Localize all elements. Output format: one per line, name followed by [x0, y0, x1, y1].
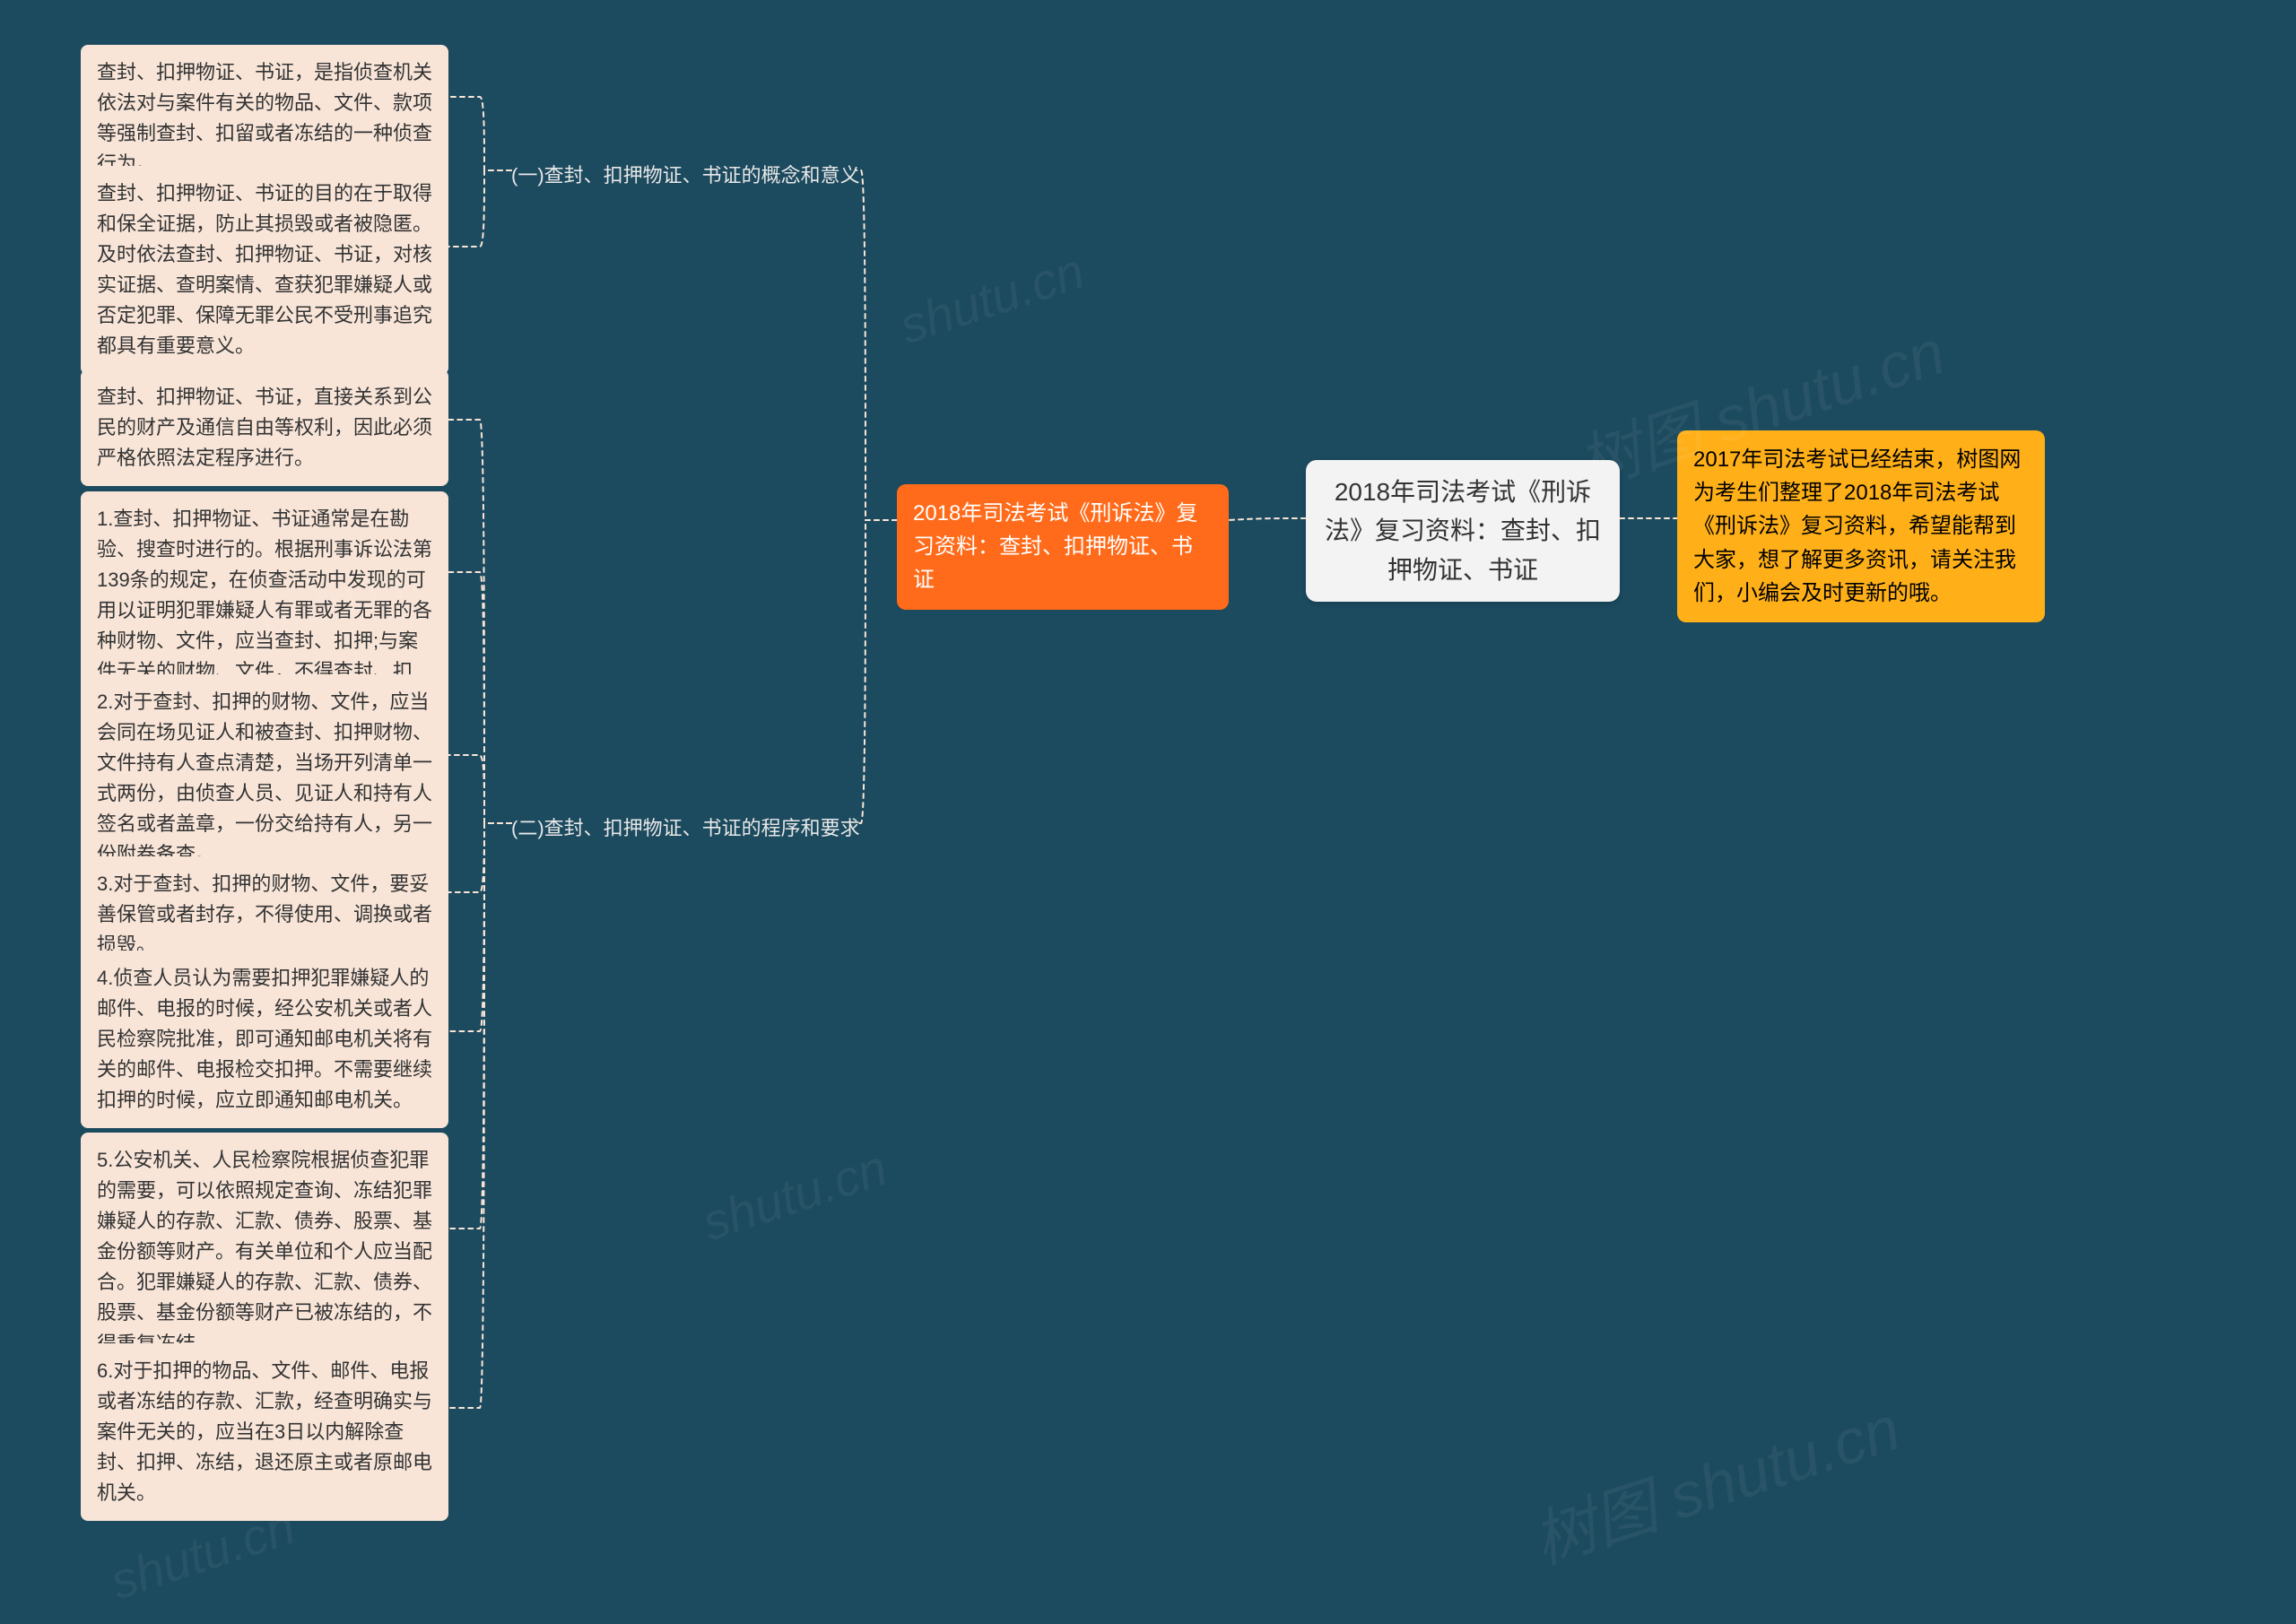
left-branch-node: 2018年司法考试《刑诉法》复习资料：查封、扣押物证、书证 [897, 484, 1229, 610]
leaf-b3: 2.对于查封、扣押的财物、文件，应当会同在场见证人和被查封、扣押财物、文件持有人… [81, 674, 448, 883]
watermark: shutu.cn [892, 241, 1091, 355]
leaf-b6: 5.公安机关、人民检察院根据侦查犯罪的需要，可以依照规定查询、冻结犯罪嫌疑人的存… [81, 1133, 448, 1372]
sublabel-section-a: (一)查封、扣押物证、书证的概念和意义 [511, 160, 860, 188]
leaf-b5: 4.侦查人员认为需要扣押犯罪嫌疑人的邮件、电报的时候，经公安机关或者人民检察院批… [81, 951, 448, 1128]
leaf-b1: 查封、扣押物证、书证，直接关系到公民的财产及通信自由等权利，因此必须严格依照法定… [81, 369, 448, 486]
leaf-a2: 查封、扣押物证、书证的目的在于取得和保全证据，防止其损毁或者被隐匿。及时依法查封… [81, 166, 448, 375]
center-node: 2018年司法考试《刑诉法》复习资料：查封、扣押物证、书证 [1306, 460, 1620, 602]
right-branch-node: 2017年司法考试已经结束，树图网为考生们整理了2018年司法考试《刑诉法》复习… [1677, 430, 2045, 622]
watermark: shutu.cn [695, 1138, 893, 1252]
watermark: 树图 shutu.cn [1520, 1378, 1910, 1582]
sublabel-section-b: (二)查封、扣押物证、书证的程序和要求 [511, 812, 860, 841]
leaf-b7: 6.对于扣押的物品、文件、邮件、电报或者冻结的存款、汇款，经查明确实与案件无关的… [81, 1343, 448, 1521]
